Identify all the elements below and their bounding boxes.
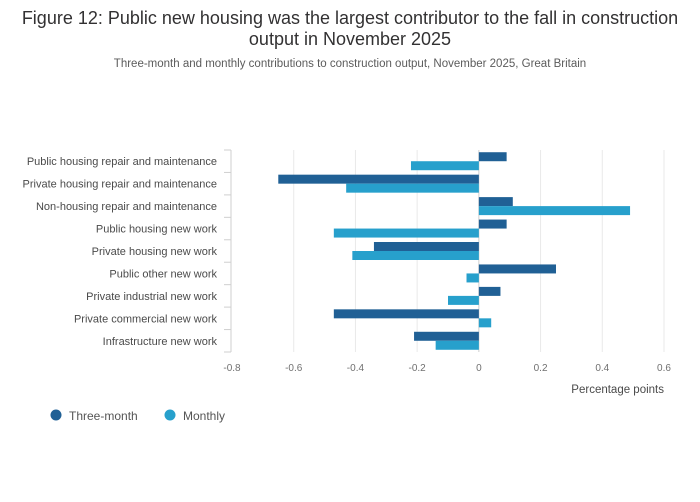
y-category-label: Infrastructure new work xyxy=(103,336,218,348)
x-tick-label: 0 xyxy=(476,363,482,374)
bar-monthly[interactable] xyxy=(435,340,479,350)
bar-three-month[interactable] xyxy=(414,331,479,341)
legend-item[interactable]: Three-month xyxy=(50,409,138,423)
bar-three-month[interactable] xyxy=(478,152,507,162)
x-axis-title: Percentage points xyxy=(571,384,664,396)
bar-three-month[interactable] xyxy=(373,242,479,251)
x-tick-label: 0.6 xyxy=(657,363,671,374)
y-category-label: Private industrial new work xyxy=(86,291,217,303)
y-category-label: Public other new work xyxy=(109,268,217,280)
legend-marker xyxy=(50,409,62,421)
y-category-label: Private housing repair and maintenance xyxy=(23,179,217,191)
chart-title: Figure 12: Public new housing was the la… xyxy=(21,8,679,49)
bar-monthly[interactable] xyxy=(478,206,631,216)
x-tick-label: -0.6 xyxy=(285,363,303,374)
axes: -0.8 -0.6 -0.4 -0.2 0 0.2 0.4 0.6 Public housing… xyxy=(23,149,671,374)
legend-label: Monthly xyxy=(183,409,225,423)
x-tick-label: 0.2 xyxy=(534,363,548,374)
bar-three-month[interactable] xyxy=(478,219,507,229)
bar-monthly[interactable] xyxy=(346,183,479,193)
bar-three-month[interactable] xyxy=(478,197,513,207)
bar-three-month[interactable] xyxy=(478,264,556,274)
x-tick-label: -0.4 xyxy=(347,363,365,374)
legend[interactable]: Three-month Monthly xyxy=(50,409,226,423)
legend-label: Three-month xyxy=(69,409,138,423)
x-tick-label: 0.4 xyxy=(595,363,609,374)
bar-monthly[interactable] xyxy=(333,228,479,238)
bar-monthly[interactable] xyxy=(466,273,479,283)
legend-item[interactable]: Monthly xyxy=(164,409,226,423)
bar-monthly[interactable] xyxy=(478,318,492,328)
bar-three-month[interactable] xyxy=(333,309,479,319)
y-category-label: Public housing new work xyxy=(96,224,218,236)
y-category-label: Public housing repair and maintenance xyxy=(27,156,217,168)
bar-three-month[interactable] xyxy=(278,174,479,184)
y-category-label: Private commercial new work xyxy=(74,313,218,325)
bars xyxy=(278,152,631,350)
y-category-label: Non-housing repair and maintenance xyxy=(36,201,217,213)
x-tick-label: -0.2 xyxy=(409,363,427,374)
y-category-label: Private housing new work xyxy=(92,246,218,258)
x-tick-label: -0.8 xyxy=(223,363,241,374)
legend-marker xyxy=(164,409,176,421)
bar-monthly[interactable] xyxy=(410,161,479,171)
bar-three-month[interactable] xyxy=(478,286,501,296)
bar-monthly[interactable] xyxy=(352,251,479,260)
chart-subtitle: Three-month and monthly contributions to… xyxy=(113,58,587,70)
bar-monthly[interactable] xyxy=(448,295,479,305)
